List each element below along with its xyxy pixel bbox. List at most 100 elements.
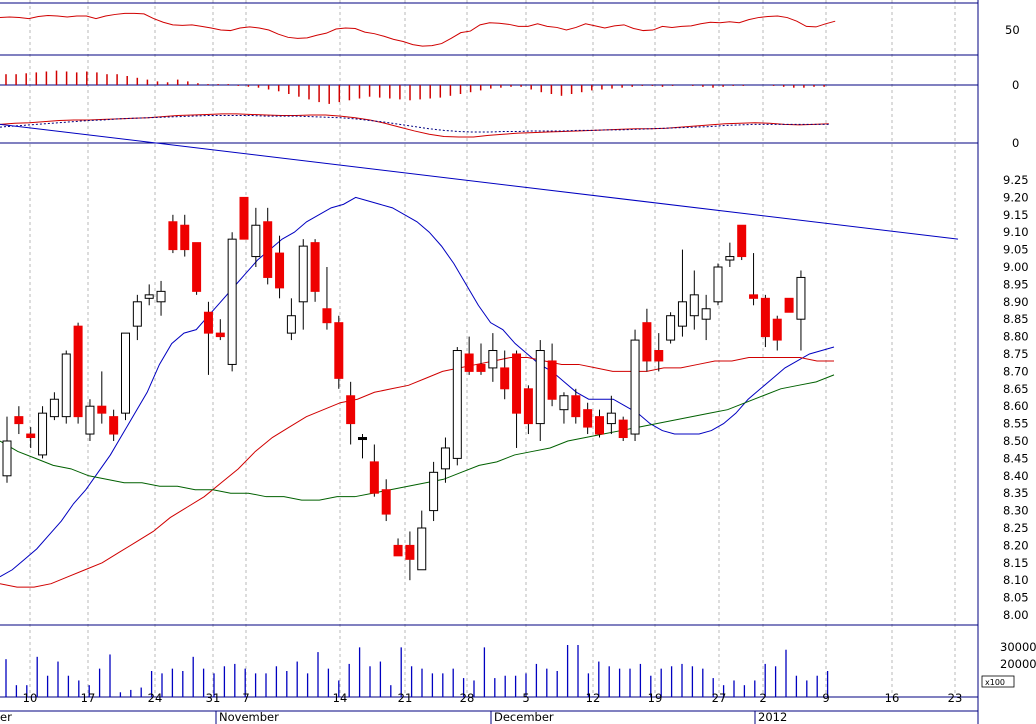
- rsi-line: [0, 12, 836, 47]
- ma-blue: [0, 196, 835, 578]
- candle-body: [500, 367, 510, 390]
- rsi-tick-label: 50: [1005, 23, 1020, 37]
- candle-body: [298, 245, 308, 303]
- candle-body: [239, 196, 249, 240]
- date-tick-label: 31: [206, 691, 221, 705]
- volume-unit-label: x100: [985, 678, 1005, 687]
- date-tick-label: 28: [460, 691, 475, 705]
- candle-body: [144, 294, 154, 299]
- candle-body: [346, 395, 356, 425]
- date-tick-label: 12: [586, 691, 601, 705]
- candle-body: [571, 395, 581, 418]
- macd-tick-label: 0: [1012, 136, 1019, 150]
- candle-body: [725, 256, 735, 261]
- candle-body: [429, 471, 439, 512]
- candle-body: [286, 315, 296, 334]
- price-tick-label: 8.35: [1003, 486, 1029, 500]
- price-tick-label: 8.30: [1003, 504, 1029, 518]
- month-label: 2012: [758, 710, 787, 724]
- date-tick-label: 19: [648, 691, 663, 705]
- price-tick-label: 8.20: [1003, 538, 1029, 552]
- ma-red: [0, 356, 834, 588]
- price-tick-label: 8.15: [1003, 556, 1029, 570]
- candle-body: [512, 353, 522, 414]
- candle-body: [192, 242, 202, 292]
- candle-body: [322, 308, 332, 324]
- candle-body: [310, 242, 320, 292]
- candle-body: [666, 315, 676, 341]
- price-tick-label: 9.10: [1003, 225, 1029, 239]
- candle-body: [156, 290, 166, 303]
- month-label: November: [219, 710, 279, 724]
- candle-body: [654, 350, 664, 362]
- candle-body: [121, 332, 130, 414]
- candle-body: [49, 398, 59, 418]
- date-tick-label: 5: [522, 691, 529, 705]
- date-tick-label: 23: [948, 691, 963, 705]
- candle-body: [358, 437, 367, 441]
- candle-body: [405, 544, 415, 560]
- candle-body: [215, 332, 225, 338]
- price-tick-label: 8.80: [1003, 330, 1029, 344]
- candle-body: [488, 350, 498, 369]
- date-tick-label: 10: [23, 691, 38, 705]
- candle-body: [381, 489, 391, 515]
- candle-body: [168, 221, 178, 251]
- signal-line: [0, 115, 829, 133]
- candle-body: [61, 353, 71, 418]
- macd-line: [0, 113, 829, 138]
- price-tick-label: 9.00: [1003, 260, 1029, 274]
- date-tick-label: 14: [333, 691, 348, 705]
- month-label: er: [0, 710, 12, 724]
- candle-body: [760, 297, 770, 338]
- price-tick-label: 9.20: [1003, 190, 1029, 204]
- candle-body: [796, 276, 806, 320]
- candle-body: [97, 405, 107, 414]
- candle-body: [109, 416, 119, 435]
- price-tick-label: 8.70: [1003, 364, 1029, 378]
- candle-body: [263, 221, 273, 278]
- candle-body: [369, 461, 379, 494]
- date-tick-label: 7: [242, 691, 249, 705]
- price-tick-label: 8.00: [1003, 608, 1029, 622]
- price-tick-label: 9.25: [1003, 173, 1029, 187]
- price-tick-label: 8.45: [1003, 451, 1029, 465]
- candle-body: [642, 322, 652, 362]
- macd-histogram-tick-label: 0: [1012, 78, 1019, 92]
- candle-body: [784, 297, 794, 313]
- candle-body: [595, 416, 604, 435]
- ma-green: [0, 374, 835, 501]
- candle-body: [440, 447, 450, 470]
- candle-body: [334, 322, 344, 379]
- price-tick-label: 8.90: [1003, 295, 1029, 309]
- candle-body: [630, 339, 640, 435]
- price-tick-label: 8.95: [1003, 277, 1029, 291]
- candle-body: [464, 353, 474, 372]
- candle-body: [583, 409, 593, 428]
- price-tick-label: 8.10: [1003, 573, 1029, 587]
- price-tick-label: 8.65: [1003, 382, 1029, 396]
- candle-body: [476, 363, 486, 372]
- candle-body: [203, 311, 213, 334]
- date-tick-label: 24: [148, 691, 163, 705]
- candle-body: [26, 433, 36, 439]
- price-tick-label: 8.50: [1003, 434, 1029, 448]
- candle-body: [14, 416, 24, 425]
- price-tick-label: 8.60: [1003, 399, 1029, 413]
- candle-body: [73, 325, 83, 418]
- candle-body: [227, 238, 237, 365]
- candle-body: [180, 224, 190, 251]
- volume-tick-label: 30000: [1000, 640, 1036, 654]
- candle-body: [38, 412, 48, 456]
- candle-body: [677, 301, 687, 327]
- candle-body: [606, 412, 616, 425]
- candle-body: [737, 224, 747, 258]
- candle-body: [618, 419, 628, 439]
- candle-body: [417, 527, 427, 571]
- candle-body: [275, 252, 285, 289]
- candle-body: [132, 301, 142, 327]
- month-label: December: [494, 710, 554, 724]
- candle-body: [772, 318, 782, 341]
